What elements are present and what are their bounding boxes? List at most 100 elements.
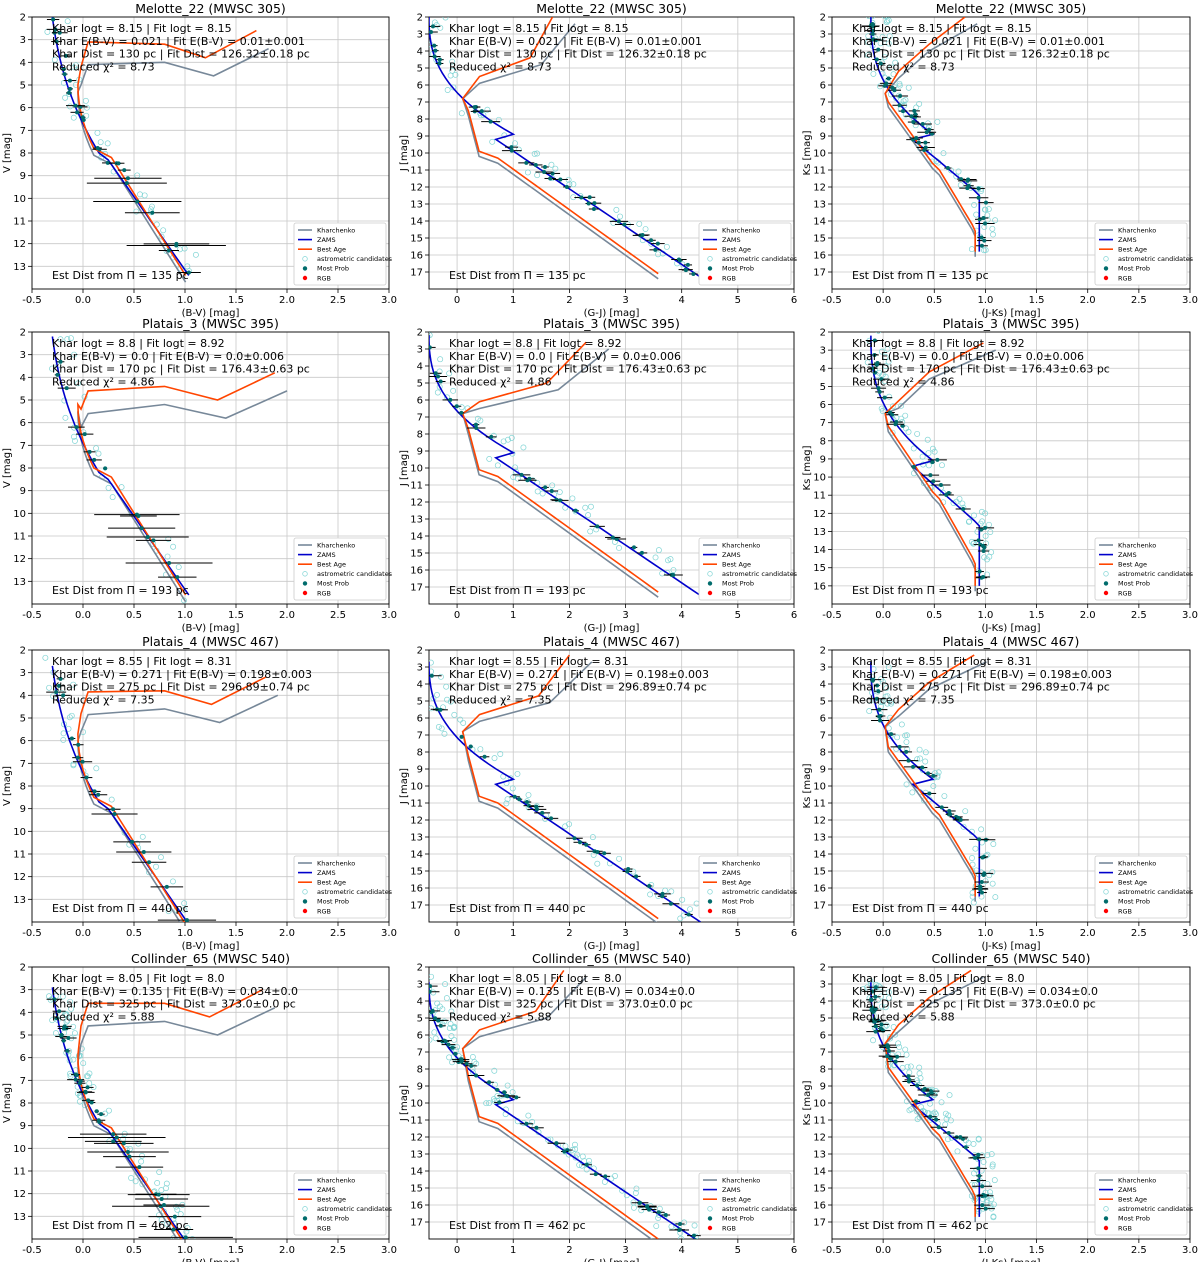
- fit-annotation: Khar logt = 8.8 | Fit logt = 8.92: [852, 337, 1025, 350]
- tick-label-x: 1.0: [977, 928, 993, 939]
- legend-label: ZAMS: [1118, 551, 1137, 559]
- most-prob-point: [94, 1109, 99, 1114]
- astrometric-candidate-point: [875, 332, 882, 334]
- most-prob-point: [514, 1095, 519, 1100]
- tick-label-y: 9: [417, 447, 423, 458]
- astrometric-candidate-point: [973, 211, 980, 218]
- most-prob-point: [468, 744, 473, 749]
- astrometric-candidate-point: [60, 737, 67, 743]
- tick-label-x: -0.5: [822, 295, 842, 306]
- legend-label: astrometric candidates: [722, 888, 798, 896]
- astrometric-candidate-point: [189, 1236, 196, 1239]
- astrometric-candidate-point: [870, 70, 877, 77]
- est-dist-label: Est Dist from Π = 193 pc: [852, 584, 989, 597]
- astrometric-candidate-point: [636, 220, 643, 227]
- tick-label-x: 0.0: [875, 610, 891, 621]
- panel-title: Collinder_65 (MWSC 540): [931, 951, 1090, 966]
- est-dist-label: Est Dist from Π = 440 pc: [852, 902, 989, 915]
- tick-label-x: 0: [454, 295, 460, 306]
- astrometric-candidate-point: [504, 796, 511, 803]
- tick-label-y: 5: [20, 81, 26, 92]
- most-prob-point: [877, 707, 882, 712]
- tick-label-y: 3: [417, 663, 423, 674]
- tick-label-y: 13: [410, 833, 423, 844]
- most-prob-point: [164, 884, 169, 889]
- astrometric-candidate-point: [647, 891, 654, 898]
- tick-label-y: 2: [820, 646, 826, 657]
- astrometric-candidate-point: [940, 150, 947, 157]
- astrometric-candidate-point: [987, 529, 994, 535]
- legend-label: Kharchenko: [317, 1176, 355, 1184]
- most-prob-point: [691, 1233, 696, 1238]
- tick-label-y: 9: [417, 132, 423, 143]
- tick-label-x: 2.5: [330, 1245, 346, 1256]
- astrometric-candidate-point: [500, 438, 507, 445]
- tick-label-y: 17: [410, 583, 423, 594]
- most-prob-point: [869, 997, 874, 1002]
- tick-label-y: 6: [20, 103, 26, 114]
- plot-area: [864, 654, 999, 906]
- tick-label-x: 3.0: [381, 928, 397, 939]
- most-prob-point: [519, 472, 524, 477]
- plot-area: [860, 969, 998, 1222]
- best-age-isochrone: [461, 341, 659, 593]
- astrometric-candidate-point: [914, 756, 921, 763]
- tick-label-y: 11: [410, 1116, 423, 1127]
- astrometric-candidate-point: [49, 1017, 56, 1024]
- astrometric-candidate-point: [870, 1037, 876, 1044]
- most-prob-point: [61, 1026, 66, 1031]
- tick-label-y: 12: [410, 816, 423, 827]
- most-prob-point: [127, 1154, 132, 1159]
- most-prob-point: [647, 1207, 652, 1212]
- most-prob-point: [124, 181, 129, 186]
- most-prob-point: [873, 985, 878, 990]
- astrometric-candidate-point: [80, 1060, 87, 1067]
- legend-box: [698, 1172, 792, 1236]
- best-age-isochrone: [884, 654, 976, 897]
- astrometric-candidate-point: [922, 758, 929, 765]
- most-prob-point: [432, 54, 437, 59]
- astrometric-candidate-point: [587, 528, 594, 535]
- most-prob-point: [878, 718, 883, 723]
- astrometric-candidate-point: [866, 708, 873, 715]
- est-dist-label: Est Dist from Π = 193 pc: [52, 584, 189, 597]
- tick-label-y: 7: [417, 1048, 423, 1059]
- most-prob-point: [972, 1155, 977, 1160]
- astrometric-candidate-point: [105, 1107, 112, 1114]
- astrometric-candidate-point: [450, 84, 457, 91]
- tick-label-y: 8: [20, 1099, 26, 1110]
- astrometric-candidate-point: [441, 730, 448, 737]
- most-prob-point: [99, 1112, 104, 1117]
- tick-label-y: 8: [20, 782, 26, 793]
- tick-label-y: 13: [813, 200, 826, 211]
- astrometric-candidate-point: [969, 855, 975, 861]
- panel-title: Collinder_65 (MWSC 540): [131, 951, 290, 966]
- astrometric-candidate-point: [988, 1151, 995, 1158]
- astrometric-candidate-point: [904, 732, 910, 739]
- tick-label-y: 6: [417, 81, 423, 92]
- tick-label-y: 12: [410, 498, 423, 509]
- panel-title: Platais_3 (MWSC 395): [943, 316, 1080, 331]
- astrometric-candidate-point: [174, 1206, 181, 1213]
- most-prob-point: [895, 1054, 900, 1059]
- tick-label-y: 2: [417, 646, 423, 657]
- legend-label: Best Age: [317, 246, 346, 254]
- fit-annotation: Khar Dist = 130 pc | Fit Dist = 126.32±0…: [852, 48, 1110, 61]
- most-prob-point: [593, 1172, 598, 1177]
- astrometric-candidate-point: [907, 1063, 914, 1070]
- most-prob-point: [573, 508, 578, 513]
- astrometric-candidate-point: [569, 495, 576, 502]
- astrometric-candidate-point: [60, 730, 67, 737]
- tick-label-y: 5: [820, 1014, 826, 1025]
- tick-label-y: 10: [410, 782, 423, 793]
- most-prob-point: [54, 39, 59, 44]
- astrometric-candidate-point: [652, 554, 659, 561]
- fit-annotation: Khar Dist = 130 pc | Fit Dist = 126.32±0…: [52, 48, 310, 61]
- most-prob-point: [871, 28, 876, 33]
- astrometric-candidate-point: [886, 393, 893, 400]
- tick-label-x: 6: [791, 610, 797, 621]
- axes-frame: [31, 649, 390, 923]
- astrometric-candidate-point: [514, 770, 521, 777]
- astrometric-candidate-point: [133, 208, 140, 215]
